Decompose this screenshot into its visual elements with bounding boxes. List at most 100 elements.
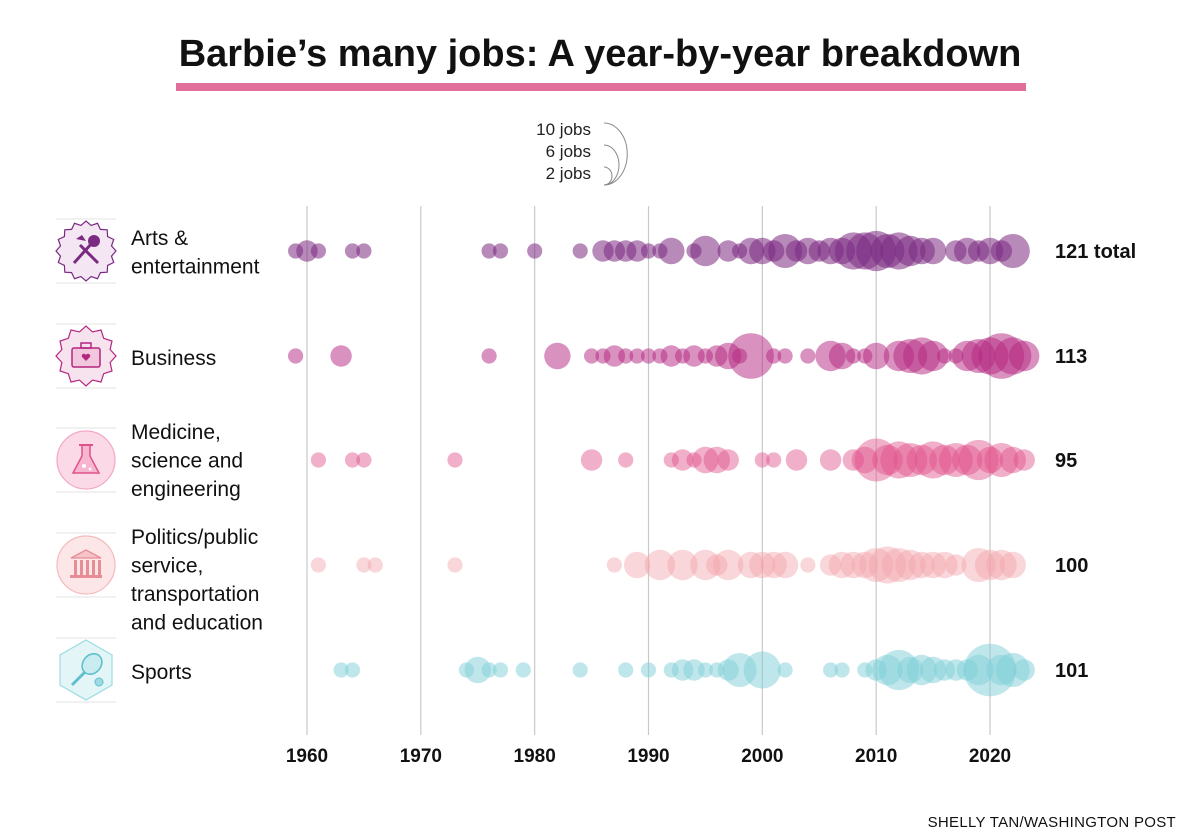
bubble-business-2015 bbox=[917, 340, 949, 372]
category-label-medicine: engineering bbox=[131, 478, 241, 501]
bubble-arts-1977 bbox=[492, 243, 509, 259]
x-tick-label-1970: 1970 bbox=[400, 746, 442, 767]
bubble-medicine-2006 bbox=[819, 449, 842, 471]
bubble-medicine-2001 bbox=[766, 452, 782, 468]
bubbles-politics bbox=[310, 546, 1026, 584]
bubble-politics-1966 bbox=[367, 557, 383, 573]
bubble-politics-1999 bbox=[737, 551, 765, 579]
bubble-medicine-1964 bbox=[344, 452, 361, 468]
total-label-arts: 121 total bbox=[1055, 241, 1136, 263]
bubble-arts-1989 bbox=[626, 240, 648, 262]
row-arts: Arts & entertainment 121 total bbox=[55, 218, 1136, 284]
x-tick-label-1980: 1980 bbox=[514, 746, 556, 767]
bubble-medicine-2010 bbox=[854, 438, 898, 482]
bubble-sports-1979 bbox=[515, 662, 531, 678]
bubble-medicine-2017 bbox=[938, 443, 973, 477]
bubble-politics-2009 bbox=[851, 551, 878, 579]
bubble-medicine-2003 bbox=[785, 449, 808, 471]
category-label-business: Business bbox=[131, 347, 216, 370]
bubble-arts-1961 bbox=[310, 243, 326, 259]
category-label-medicine: Medicine, bbox=[131, 421, 221, 444]
size-legend-label-2: 2 jobs bbox=[546, 164, 591, 183]
bubble-medicine-2019 bbox=[958, 439, 999, 481]
bubble-politics-2007 bbox=[828, 551, 856, 579]
category-label-arts: Arts & bbox=[131, 227, 188, 250]
bubble-arts-1964 bbox=[344, 243, 361, 259]
size-legend: 10 jobs 6 jobs 2 jobs bbox=[536, 120, 628, 186]
bubble-medicine-1995 bbox=[692, 446, 719, 474]
paintbrush-microphone-icon bbox=[55, 220, 117, 282]
bubble-sports-1995 bbox=[697, 662, 714, 678]
bubble-politics-2021 bbox=[986, 549, 1017, 581]
bubble-medicine-2015 bbox=[914, 441, 952, 479]
bubble-medicine-1992 bbox=[663, 452, 679, 468]
category-label-arts: entertainment bbox=[131, 256, 260, 279]
bubble-arts-1980 bbox=[527, 243, 543, 259]
bubble-business-1994 bbox=[683, 345, 705, 367]
government-building-icon bbox=[56, 535, 116, 595]
bubble-medicine-2018 bbox=[952, 444, 983, 476]
bubble-arts-1965 bbox=[356, 243, 372, 259]
bubbles-arts bbox=[288, 230, 1030, 272]
title-underline bbox=[176, 83, 1026, 91]
bubble-medicine-1965 bbox=[356, 452, 372, 468]
bubble-medicine-2020 bbox=[976, 446, 1004, 474]
bubble-medicine-1994 bbox=[686, 452, 702, 468]
bubble-politics-2015 bbox=[919, 551, 947, 579]
bubbles-business bbox=[288, 333, 1040, 379]
bubble-arts-2015 bbox=[919, 237, 947, 265]
bubble-business-1992 bbox=[660, 345, 682, 367]
bubble-business-1989 bbox=[629, 348, 645, 364]
bubble-arts-1976 bbox=[481, 243, 497, 259]
bubble-medicine-2011 bbox=[872, 444, 903, 476]
bubble-sports-1984 bbox=[572, 662, 588, 678]
bubble-medicine-2023 bbox=[1013, 449, 1035, 471]
bubble-arts-1960 bbox=[296, 240, 318, 262]
size-legend-arc-10 bbox=[603, 122, 628, 186]
bubble-sports-1964 bbox=[344, 662, 361, 678]
bubble-medicine-2016 bbox=[929, 444, 960, 476]
bubble-medicine-1988 bbox=[618, 452, 634, 468]
bubble-politics-2011 bbox=[868, 546, 907, 584]
bubble-business-2002 bbox=[777, 348, 793, 364]
bubble-politics-1961 bbox=[310, 557, 326, 573]
bubble-medicine-2021 bbox=[984, 443, 1019, 477]
bubble-sports-2006 bbox=[823, 662, 839, 678]
bubble-politics-2013 bbox=[895, 549, 926, 581]
bubble-medicine-1996 bbox=[703, 446, 730, 474]
x-tick-label-2000: 2000 bbox=[741, 746, 783, 767]
bubble-business-1976 bbox=[481, 348, 497, 364]
bubble-medicine-2013 bbox=[893, 443, 928, 477]
category-label-politics: and education bbox=[131, 612, 263, 635]
bubble-politics-1996 bbox=[706, 554, 728, 576]
bubble-politics-2014 bbox=[908, 551, 935, 579]
category-label-politics: Politics/public bbox=[131, 526, 258, 549]
size-legend-label-10: 10 jobs bbox=[536, 120, 591, 139]
bubble-politics-1991 bbox=[644, 549, 676, 581]
category-label-sports: Sports bbox=[131, 661, 192, 684]
chart-title: Barbie’s many jobs: A year-by-year break… bbox=[179, 33, 1022, 75]
bubble-politics-2012 bbox=[881, 548, 916, 582]
total-label-medicine: 95 bbox=[1055, 450, 1077, 472]
bubble-medicine-2022 bbox=[999, 446, 1026, 474]
bubble-arts-1990 bbox=[640, 243, 657, 259]
bubble-arts-1992 bbox=[658, 237, 685, 265]
bubble-politics-1965 bbox=[356, 557, 372, 573]
total-label-sports: 101 bbox=[1055, 660, 1088, 682]
bubble-politics-2001 bbox=[760, 551, 787, 579]
bubble-sports-1963 bbox=[333, 662, 349, 678]
bubble-business-2016 bbox=[936, 348, 953, 364]
x-tick-label-1960: 1960 bbox=[286, 746, 328, 767]
bubble-medicine-2014 bbox=[906, 444, 937, 476]
bubble-business-1999 bbox=[728, 333, 774, 379]
bubble-sports-2007 bbox=[834, 662, 850, 678]
bubble-business-1988 bbox=[618, 348, 634, 364]
bubble-politics-2019 bbox=[961, 548, 996, 582]
bubble-business-2007 bbox=[828, 342, 856, 370]
credit-line: SHELLY TAN/WASHINGTON POST bbox=[928, 814, 1176, 831]
bubble-sports-1977 bbox=[492, 662, 509, 678]
bubble-politics-2020 bbox=[974, 549, 1006, 581]
category-rows: Arts & entertainment 121 total Business 113 M… bbox=[55, 218, 1136, 703]
bubble-arts-1997 bbox=[717, 240, 739, 262]
